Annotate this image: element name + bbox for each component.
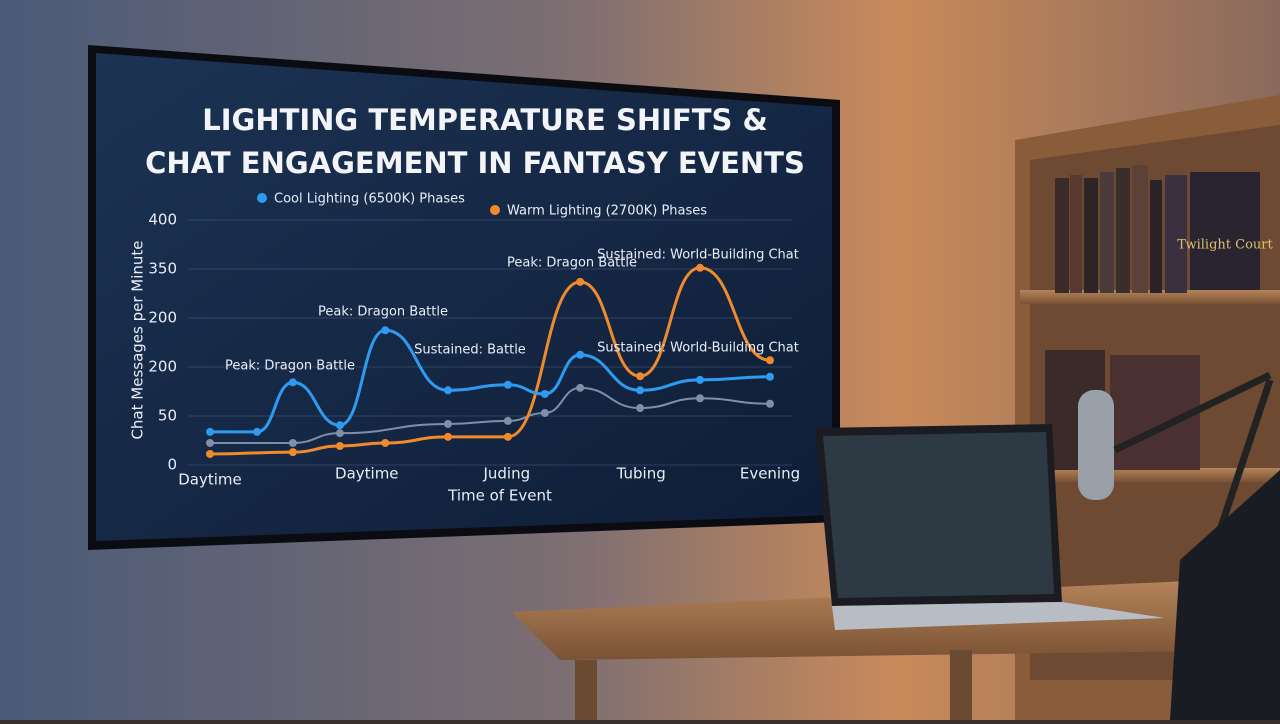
data-point	[696, 375, 704, 384]
data-point	[766, 356, 774, 365]
x-tick-label: Daytime	[178, 471, 242, 489]
tv-screen	[96, 53, 832, 541]
data-point	[766, 372, 774, 381]
data-point	[696, 394, 704, 403]
data-point	[576, 350, 585, 359]
chart: LIGHTING TEMPERATURE SHIFTS & CHAT ENGAG…	[129, 103, 805, 505]
legend-label: Warm Lighting (2700K) Phases	[507, 204, 707, 219]
legend-marker	[490, 205, 500, 215]
data-point	[636, 404, 645, 413]
y-tick-label: 400	[148, 211, 177, 229]
annotation: Peak: Dragon Battle	[507, 256, 637, 271]
data-point	[503, 432, 512, 441]
data-point	[636, 372, 645, 381]
series-line	[210, 386, 771, 444]
data-point	[444, 419, 452, 428]
x-tick-label: Evening	[740, 465, 800, 483]
book-title: Twilight Court	[1177, 238, 1273, 253]
data-point	[335, 429, 344, 438]
data-point	[335, 442, 344, 451]
legend-marker	[257, 193, 267, 203]
data-point	[288, 448, 297, 457]
data-point	[253, 427, 262, 436]
data-point	[766, 399, 774, 408]
data-point	[288, 378, 297, 387]
y-tick-label: 350	[148, 260, 177, 278]
y-tick-label: 200	[148, 358, 177, 376]
x-tick-label: Daytime	[335, 465, 399, 483]
data-point	[636, 386, 645, 395]
data-point	[206, 449, 214, 458]
series-line	[209, 266, 771, 456]
y-tick-label: 200	[148, 309, 177, 327]
laptop	[815, 424, 1165, 630]
data-point	[576, 383, 585, 392]
annotation: Sustained: World-Building Chat	[597, 248, 799, 263]
chart-title: CHAT ENGAGEMENT IN FANTASY EVENTS	[145, 146, 805, 180]
y-tick-label: 0	[167, 456, 177, 474]
data-point	[540, 389, 549, 398]
annotation: Peak: Dragon Battle	[318, 305, 448, 320]
data-point	[444, 386, 452, 395]
data-point	[206, 438, 214, 447]
data-point	[540, 408, 549, 417]
annotation: Sustained: World-Building Chat	[597, 341, 799, 356]
x-axis-title: Time of Event	[447, 487, 552, 505]
data-point	[503, 416, 512, 425]
chair	[1170, 470, 1280, 720]
annotation: Sustained: Battle	[414, 343, 526, 358]
data-point	[381, 438, 390, 447]
data-point	[206, 427, 214, 436]
data-point	[335, 421, 344, 430]
x-tick-label: Juding	[482, 465, 530, 483]
legend-label: Cool Lighting (6500K) Phases	[274, 192, 465, 207]
annotation: Peak: Dragon Battle	[225, 359, 355, 374]
data-point	[503, 380, 512, 389]
data-point	[288, 438, 297, 447]
y-axis-title: Chat Messages per Minute	[129, 240, 147, 439]
microphone	[1078, 371, 1274, 592]
data-point	[381, 326, 390, 335]
y-tick-label: 50	[158, 407, 177, 425]
data-point	[576, 277, 585, 286]
data-point	[696, 263, 704, 272]
data-point	[444, 432, 452, 441]
x-tick-label: Tubing	[616, 465, 666, 483]
chart-title: LIGHTING TEMPERATURE SHIFTS &	[202, 103, 768, 137]
